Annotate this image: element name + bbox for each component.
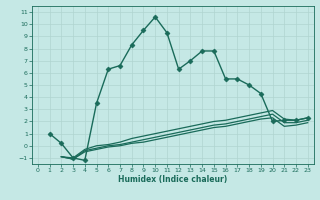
X-axis label: Humidex (Indice chaleur): Humidex (Indice chaleur)	[118, 175, 228, 184]
